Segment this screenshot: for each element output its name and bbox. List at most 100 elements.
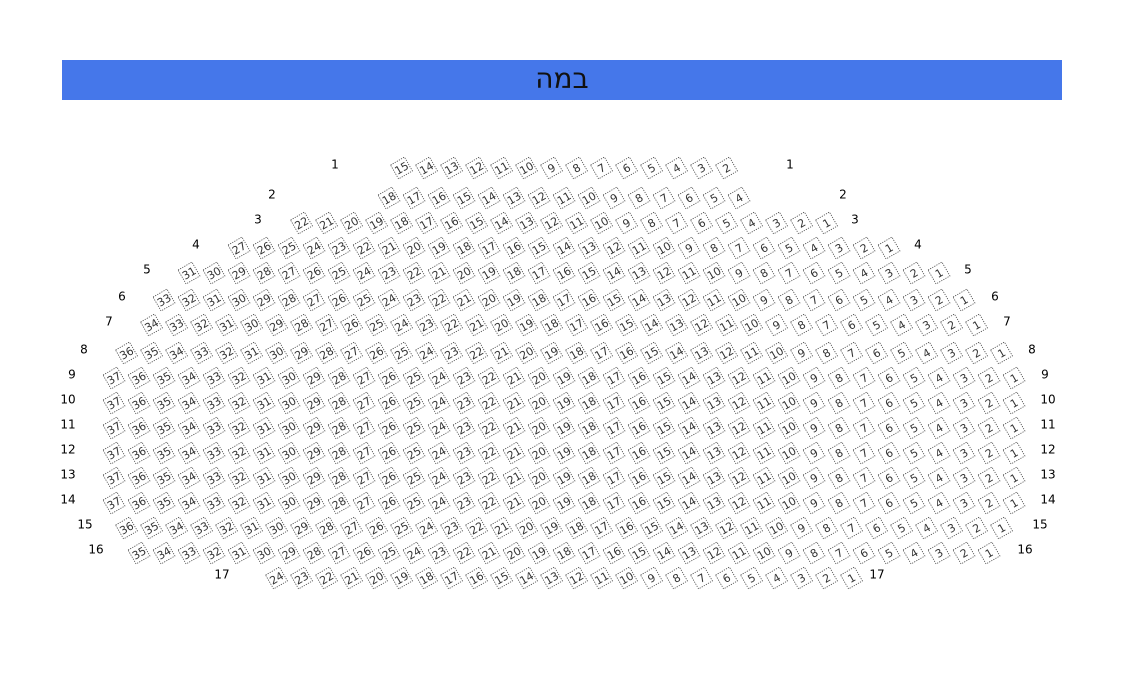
seat[interactable]: 20 [527, 391, 551, 415]
seat[interactable]: 37 [102, 491, 126, 515]
seat[interactable]: 5 [902, 391, 926, 415]
seat[interactable]: 31 [252, 466, 276, 490]
seat[interactable]: 29 [290, 516, 313, 540]
seat[interactable]: 28 [252, 261, 276, 285]
seat[interactable]: 4 [727, 186, 751, 210]
seat[interactable]: 22 [477, 391, 501, 415]
seat[interactable]: 17 [552, 288, 576, 312]
seat[interactable]: 2 [977, 466, 1001, 490]
seat[interactable]: 28 [277, 288, 301, 312]
seat[interactable]: 7 [852, 466, 876, 490]
seat[interactable]: 20 [527, 466, 551, 490]
seat[interactable]: 18 [577, 391, 601, 415]
seat[interactable]: 16 [502, 236, 526, 260]
seat[interactable]: 8 [827, 366, 851, 390]
seat[interactable]: 10 [777, 466, 801, 490]
seat[interactable]: 30 [265, 516, 288, 540]
seat[interactable]: 25 [377, 541, 401, 565]
seat[interactable]: 15 [652, 466, 676, 490]
seat[interactable]: 27 [315, 313, 338, 337]
seat[interactable]: 31 [252, 391, 276, 415]
seat[interactable]: 17 [577, 541, 601, 565]
seat[interactable]: 2 [977, 366, 1001, 390]
seat[interactable]: 31 [240, 516, 263, 540]
seat[interactable]: 10 [777, 391, 801, 415]
seat[interactable]: 17 [565, 313, 588, 337]
seat[interactable]: 31 [252, 416, 276, 440]
seat[interactable]: 36 [127, 491, 151, 515]
seat[interactable]: 3 [952, 416, 976, 440]
seat[interactable]: 20 [527, 366, 551, 390]
seat[interactable]: 7 [852, 441, 876, 465]
seat[interactable]: 24 [427, 416, 451, 440]
seat[interactable]: 29 [302, 441, 326, 465]
seat[interactable]: 19 [502, 288, 526, 312]
seat[interactable]: 11 [752, 391, 776, 415]
seat[interactable]: 3 [915, 313, 938, 337]
seat[interactable]: 10 [777, 366, 801, 390]
seat[interactable]: 6 [840, 313, 863, 337]
seat[interactable]: 37 [102, 416, 126, 440]
seat[interactable]: 9 [802, 466, 826, 490]
seat[interactable]: 35 [152, 416, 176, 440]
seat[interactable]: 16 [627, 441, 651, 465]
seat[interactable]: 18 [527, 288, 551, 312]
seat[interactable]: 33 [202, 391, 226, 415]
seat[interactable]: 22 [402, 261, 426, 285]
seat[interactable]: 16 [602, 541, 626, 565]
seat[interactable]: 7 [852, 366, 876, 390]
seat[interactable]: 6 [865, 341, 888, 365]
seat[interactable]: 1 [815, 211, 838, 235]
seat[interactable]: 9 [752, 288, 776, 312]
seat[interactable]: 11 [752, 441, 776, 465]
seat[interactable]: 13 [627, 261, 651, 285]
seat[interactable]: 22 [452, 541, 476, 565]
seat[interactable]: 12 [677, 288, 701, 312]
seat[interactable]: 29 [302, 366, 326, 390]
seat[interactable]: 14 [677, 466, 701, 490]
seat[interactable]: 21 [477, 541, 501, 565]
seat[interactable]: 19 [552, 466, 576, 490]
seat[interactable]: 10 [765, 516, 788, 540]
seat[interactable]: 7 [802, 288, 826, 312]
seat[interactable]: 11 [752, 491, 776, 515]
seat[interactable]: 33 [190, 341, 213, 365]
seat[interactable]: 21 [502, 491, 526, 515]
seat[interactable]: 15 [527, 236, 551, 260]
seat[interactable]: 30 [265, 341, 288, 365]
seat[interactable]: 10 [777, 491, 801, 515]
seat[interactable]: 27 [277, 261, 301, 285]
seat[interactable]: 11 [727, 541, 751, 565]
seat[interactable]: 11 [627, 236, 651, 260]
seat[interactable]: 10 [702, 261, 726, 285]
seat[interactable]: 1 [990, 341, 1013, 365]
seat[interactable]: 25 [402, 466, 426, 490]
seat[interactable]: 9 [777, 541, 801, 565]
seat[interactable]: 37 [102, 366, 126, 390]
seat[interactable]: 4 [802, 236, 826, 260]
seat[interactable]: 16 [615, 516, 638, 540]
seat[interactable]: 27 [352, 491, 376, 515]
seat[interactable]: 21 [315, 211, 338, 235]
seat[interactable]: 9 [802, 366, 826, 390]
seat[interactable]: 6 [877, 366, 901, 390]
seat[interactable]: 24 [302, 236, 326, 260]
seat[interactable]: 19 [515, 313, 538, 337]
seat[interactable]: 20 [515, 341, 538, 365]
seat[interactable]: 8 [827, 491, 851, 515]
seat[interactable]: 16 [627, 491, 651, 515]
seat[interactable]: 13 [702, 466, 726, 490]
seat[interactable]: 19 [552, 416, 576, 440]
seat[interactable]: 21 [502, 441, 526, 465]
seat[interactable]: 1 [1002, 441, 1026, 465]
seat[interactable]: 29 [302, 491, 326, 515]
seat[interactable]: 14 [640, 313, 663, 337]
seat[interactable]: 21 [340, 566, 363, 590]
seat[interactable]: 18 [540, 313, 563, 337]
seat[interactable]: 10 [727, 288, 751, 312]
seat[interactable]: 5 [890, 516, 913, 540]
seat[interactable]: 35 [127, 541, 151, 565]
seat[interactable]: 2 [952, 541, 976, 565]
seat[interactable]: 14 [665, 516, 688, 540]
seat[interactable]: 13 [690, 516, 713, 540]
